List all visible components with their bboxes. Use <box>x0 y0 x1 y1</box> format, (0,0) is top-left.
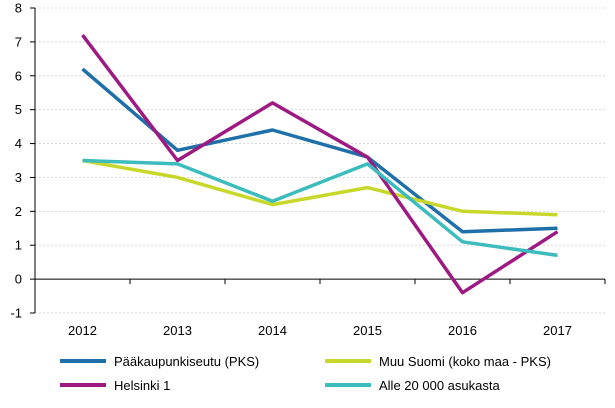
x-tick-label: 2014 <box>258 323 287 338</box>
y-tick-label: 0 <box>15 272 22 287</box>
x-tick-label: 2016 <box>448 323 477 338</box>
line-chart: -1 0 1 2 3 4 5 6 7 8 2012 2013 2014 2015 2016 2017 <box>10 1 606 338</box>
series-line-0 <box>81 67 558 234</box>
x-tick-label: 2012 <box>68 323 97 338</box>
legend-swatch <box>60 383 106 387</box>
x-axis: 2012 2013 2014 2015 2016 2017 <box>34 278 606 338</box>
y-tick-label: 7 <box>15 34 22 49</box>
y-tick-label: -1 <box>10 306 22 321</box>
x-tick-label: 2017 <box>543 323 572 338</box>
series-line-3 <box>82 158 558 258</box>
y-axis: -1 0 1 2 3 4 5 6 7 8 <box>10 1 36 321</box>
x-tick-label: 2013 <box>163 323 192 338</box>
y-tick-label: 8 <box>15 1 22 16</box>
legend-label: Muu Suomi (koko maa - PKS) <box>379 353 551 369</box>
y-tick-label: 6 <box>15 68 22 83</box>
legend-item-pks: Pääkaupunkiseutu (PKS) <box>60 352 315 370</box>
legend-label: Helsinki 1 <box>114 377 171 393</box>
legend: Pääkaupunkiseutu (PKS) Muu Suomi (koko m… <box>60 352 600 394</box>
legend-item-alle-20000: Alle 20 000 asukasta <box>325 376 580 394</box>
legend-swatch <box>325 359 371 363</box>
series-line-2 <box>81 34 559 295</box>
y-tick-label: 3 <box>15 170 22 185</box>
legend-label: Pääkaupunkiseutu (PKS) <box>114 353 260 369</box>
series-lines <box>81 34 559 295</box>
legend-item-helsinki: Helsinki 1 <box>60 376 315 394</box>
series-line-1 <box>82 158 558 217</box>
y-tick-label: 1 <box>15 238 22 253</box>
legend-item-muu-suomi: Muu Suomi (koko maa - PKS) <box>325 352 580 370</box>
y-tick-label: 4 <box>15 136 22 151</box>
legend-swatch <box>325 383 371 387</box>
y-tick-label: 2 <box>15 204 22 219</box>
legend-label: Alle 20 000 asukasta <box>379 377 500 393</box>
x-tick-label: 2015 <box>353 323 382 338</box>
legend-swatch <box>60 359 106 363</box>
y-tick-label: 5 <box>15 102 22 117</box>
